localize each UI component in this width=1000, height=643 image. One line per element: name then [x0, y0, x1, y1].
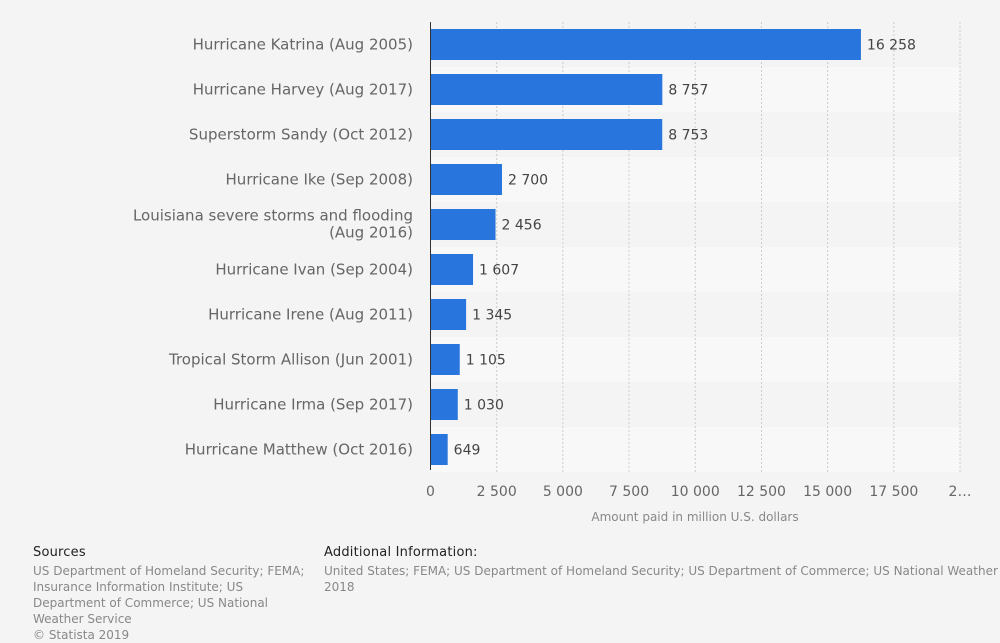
- bar: [430, 434, 448, 465]
- sources-section: Sources US Department of Homeland Securi…: [33, 545, 313, 643]
- value-label: 2 456: [502, 218, 542, 234]
- category-labels: Hurricane Katrina (Aug 2005) Hurricane Ha…: [133, 36, 413, 459]
- row-band: [430, 427, 960, 472]
- value-label: 16 258: [867, 38, 916, 54]
- sources-title: Sources: [33, 545, 86, 560]
- x-tick-label: 12 500: [737, 484, 786, 500]
- sources-list: US Department of Homeland Security; FEMA…: [33, 564, 305, 626]
- x-tick-label: 7 500: [609, 484, 649, 500]
- bar: [430, 254, 474, 285]
- x-tick-label: 17 500: [869, 484, 918, 500]
- bar: [430, 29, 861, 60]
- row-band: [430, 382, 960, 427]
- category-label: Louisiana severe storms and flooding: [133, 207, 413, 225]
- x-tick-label: 15 000: [803, 484, 852, 500]
- bar: [430, 344, 460, 375]
- x-tick-label: 2…: [949, 484, 972, 500]
- x-tick-label: 2 500: [477, 484, 517, 500]
- x-tick-labels: 0 2 500 5 000 7 500 10 000 12 500 15 000 17 500…: [426, 484, 971, 500]
- additional-info-title: Additional Information:: [324, 545, 478, 560]
- additional-info-line1: United States; FEMA; US Department of Ho…: [324, 564, 998, 578]
- category-label: Hurricane Irma (Sep 2017): [213, 396, 413, 414]
- value-label: 8 757: [668, 83, 708, 99]
- category-label: Tropical Storm Allison (Jun 2001): [168, 351, 413, 369]
- x-axis-title: Amount paid in million U.S. dollars: [591, 510, 798, 524]
- category-label: Superstorm Sandy (Oct 2012): [189, 126, 413, 144]
- category-label: Hurricane Ivan (Sep 2004): [215, 261, 413, 279]
- value-labels: 16 258 8 757 8 753 2 700 2 456 1 607 1 345 1 10…: [454, 38, 916, 459]
- category-label: Hurricane Matthew (Oct 2016): [185, 441, 413, 459]
- bar: [430, 389, 458, 420]
- value-label: 1 105: [466, 353, 506, 369]
- bars: [430, 29, 861, 465]
- category-label: Hurricane Katrina (Aug 2005): [193, 36, 413, 54]
- value-label: 2 700: [508, 173, 548, 189]
- value-label: 1 345: [472, 308, 512, 324]
- additional-info-section: Additional Information: United States; F…: [324, 545, 1000, 595]
- bar-chart: Hurricane Katrina (Aug 2005) Hurricane Ha…: [133, 22, 971, 524]
- copyright-text: © Statista 2019: [33, 628, 130, 642]
- x-tick-label: 5 000: [543, 484, 583, 500]
- bar: [430, 74, 663, 105]
- x-tick-label: 0: [426, 484, 435, 500]
- bar: [430, 119, 663, 150]
- category-label: Hurricane Ike (Sep 2008): [226, 171, 413, 189]
- category-label: (Aug 2016): [329, 224, 413, 242]
- additional-info-line2: 2018: [324, 580, 355, 594]
- grid-lines: [496, 22, 961, 472]
- bar: [430, 164, 502, 195]
- value-label: 1 030: [464, 398, 504, 414]
- additional-info-text: United States; FEMA; US Department of Ho…: [324, 563, 1000, 595]
- x-tick-label: 10 000: [671, 484, 720, 500]
- value-label: 1 607: [479, 263, 519, 279]
- value-label: 8 753: [668, 128, 708, 144]
- bar: [430, 299, 467, 330]
- category-label: Hurricane Harvey (Aug 2017): [193, 81, 413, 99]
- value-label: 649: [454, 443, 481, 459]
- sources-text: US Department of Homeland Security; FEMA…: [33, 563, 313, 643]
- category-label: Hurricane Irene (Aug 2011): [208, 306, 413, 324]
- bar: [430, 209, 496, 240]
